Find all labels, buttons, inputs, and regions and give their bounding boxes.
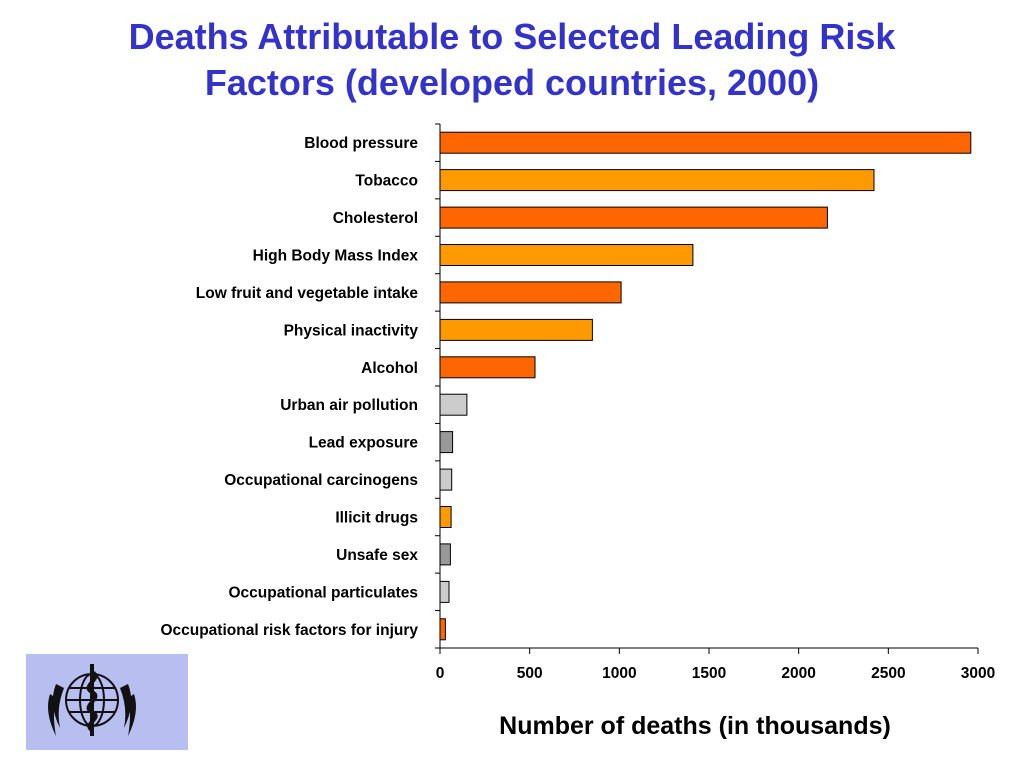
x-tick-label: 500 xyxy=(517,665,543,682)
category-label: Blood pressure xyxy=(304,135,418,152)
page-title-line-2: Factors (developed countries, 2000) xyxy=(204,62,820,103)
bar xyxy=(439,393,468,416)
x-axis-title: Number of deaths (in thousands) xyxy=(499,712,891,740)
bar xyxy=(439,244,694,266)
category-label: Low fruit and vegetable intake xyxy=(196,285,419,302)
category-label: Occupational particulates xyxy=(229,584,419,601)
category-label: Occupational risk factors for injury xyxy=(160,622,418,639)
bar xyxy=(439,206,828,229)
bar xyxy=(439,318,593,341)
x-tick-label: 2500 xyxy=(871,665,905,682)
category-label: High Body Mass Index xyxy=(253,248,419,265)
category-label: Occupational carcinogens xyxy=(224,472,418,489)
axes: 0 500 1000 1500 2000 2500 3000 xyxy=(435,123,995,682)
x-tick-label: 3000 xyxy=(961,665,995,682)
x-tick-label: 2000 xyxy=(781,665,815,682)
x-tick-label: 1000 xyxy=(602,665,636,682)
x-tick-label: 0 xyxy=(436,665,445,682)
category-label: Cholesterol xyxy=(333,210,418,227)
x-tick-label: 1500 xyxy=(692,665,726,682)
bars-layer xyxy=(439,131,972,641)
category-label: Urban air pollution xyxy=(280,397,418,414)
category-label: Tobacco xyxy=(355,173,418,190)
category-label: Unsafe sex xyxy=(336,547,418,564)
page-title-line-1: Deaths Attributable to Selected Leading … xyxy=(128,16,896,57)
category-label: Physical inactivity xyxy=(284,322,419,339)
bar xyxy=(439,468,453,491)
category-labels: Blood pressure Tobacco Cholesterol High Bod… xyxy=(160,135,418,639)
bar xyxy=(439,356,536,379)
category-label: Illicit drugs xyxy=(335,510,418,527)
bar xyxy=(439,131,972,154)
who-emblem-icon xyxy=(26,654,188,750)
bar xyxy=(439,506,452,528)
bar xyxy=(439,431,454,454)
category-label: Alcohol xyxy=(361,360,418,377)
bar xyxy=(439,169,875,192)
bar xyxy=(439,618,446,641)
page-title: Deaths Attributable to Selected Leading … xyxy=(0,14,1024,106)
bar xyxy=(439,281,622,304)
bar xyxy=(439,543,451,566)
bar xyxy=(439,580,450,603)
category-label: Lead exposure xyxy=(309,435,419,452)
